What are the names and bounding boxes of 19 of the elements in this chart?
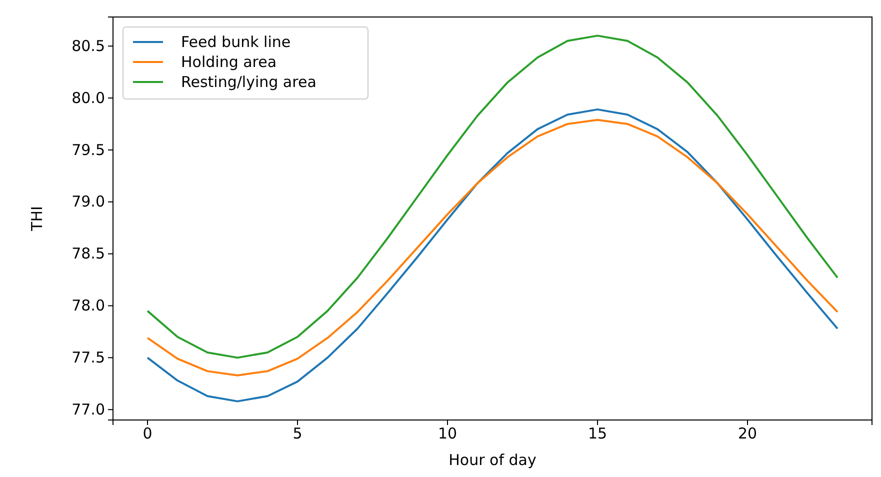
y-tick-label: 79.5 — [72, 140, 105, 159]
legend-label: Resting/lying area — [181, 73, 316, 91]
y-tick-label: 78.0 — [72, 296, 105, 315]
legend-label: Holding area — [181, 53, 277, 71]
x-tick-label: 15 — [588, 424, 608, 443]
x-tick-label: 0 — [142, 424, 152, 443]
y-tick-label: 80.0 — [72, 88, 105, 107]
y-tick-label: 79.0 — [72, 192, 105, 211]
y-tick-label: 80.5 — [72, 36, 105, 55]
x-axis-title: Hour of day — [448, 451, 536, 469]
legend-label: Feed bunk line — [181, 33, 291, 51]
line-series — [146, 34, 838, 359]
x-tick-label: 5 — [292, 424, 302, 443]
y-axis-title: THI — [28, 206, 46, 232]
y-tick-label: 77.5 — [72, 348, 105, 366]
y-tick-label: 78.5 — [72, 244, 105, 263]
x-tick-label: 20 — [738, 424, 758, 443]
x-tick-label: 10 — [438, 424, 458, 443]
y-tick-label: 77.0 — [72, 400, 105, 418]
